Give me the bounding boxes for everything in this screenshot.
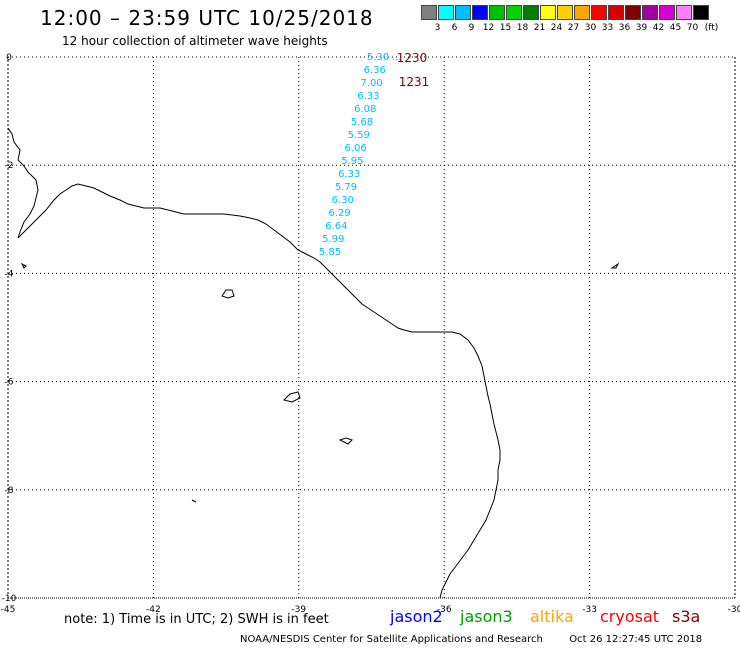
legend-swatch [591,5,607,20]
legend-swatch [693,5,709,20]
wave-height-value: 6.08 [354,104,376,115]
credit-text: NOAA/NESDIS Center for Satellite Applica… [240,634,543,645]
legend-labels: 3 6 9 12 15 18 21 24 27 30 33 36 39 42 45 70 (ft) [421,20,719,33]
time-label: 1231 [399,75,430,89]
legend-label: 6 [451,23,458,33]
lat-tick-label: -6 [5,378,14,388]
wave-height-value: 5.99 [322,234,344,245]
track-ellipsis: ... [392,52,402,63]
legend-label: 9 [468,23,475,33]
legend-swatch [455,5,471,20]
wave-height-value: 6.29 [328,208,350,219]
lon-tick-label: -33 [582,605,597,615]
satellite-label-s3a: s3a [672,607,701,626]
footnote: note: 1) Time is in UTC; 2) SWH is in fe… [64,612,329,627]
legend-label: 39 [635,23,648,33]
lon-tick-label: -39 [291,605,306,615]
lat-lon-grid: -45 -42 -39 -36 -33 -30 0 -2 -4 -6 -8 -10 [1,53,740,615]
legend-swatch [489,5,505,20]
legend-swatch [608,5,624,20]
legend-swatch [557,5,573,20]
legend-swatch [676,5,692,20]
lon-tick-label: -45 [1,605,16,615]
legend-label: 45 [669,23,682,33]
legend-swatch [421,5,437,20]
lon-tick-label: -30 [728,605,740,615]
legend-swatch [642,5,658,20]
legend-label: 70 [686,23,699,33]
legend-label: 42 [652,23,665,33]
legend-swatches [421,5,710,20]
island [20,262,27,269]
satellite-label-jason3: jason3 [460,607,513,626]
legend-label: 33 [601,23,614,33]
wave-height-value: 7.00 [360,78,382,89]
lat-tick-label: -4 [5,269,14,279]
island [338,437,353,445]
time-label: 1230 [397,51,428,65]
legend-swatch [540,5,556,20]
legend-label: 18 [516,23,529,33]
island [191,499,197,503]
wave-height-value: 6.06 [344,143,366,154]
legend-swatch [574,5,590,20]
altimeter-track: 5.30 6.36 7.00 6.33 6.08 5.68 5.59 6.06 5.95 6.33… [319,51,429,258]
island [610,262,620,269]
legend-swatch [523,5,539,20]
legend-label: 21 [533,23,546,33]
legend-label: 24 [550,23,563,33]
wave-height-value: 6.36 [364,65,386,76]
legend-swatch [506,5,522,20]
island [221,289,235,299]
legend-swatch [438,5,454,20]
legend-label: 36 [618,23,631,33]
lat-tick-label: -2 [5,161,14,171]
lon-tick-label: -42 [146,605,161,615]
lat-tick-label: -8 [5,486,14,496]
wave-height-value: 6.64 [325,221,347,232]
wave-height-value: 5.30 [367,52,389,63]
lat-tick-label: 0 [6,53,12,63]
map-frame [7,56,736,599]
legend-unit: (ft) [704,23,719,33]
legend-label: 12 [482,23,495,33]
legend-label: 27 [567,23,580,33]
lat-tick-label: -10 [2,594,17,604]
lon-tick-label: -36 [437,605,452,615]
wave-height-value: 6.33 [357,91,379,102]
wave-height-value: 5.59 [348,130,370,141]
legend-swatch [472,5,488,20]
wave-height-value: 6.33 [338,169,360,180]
legend-swatch [659,5,675,20]
footer-timestamp: Oct 26 12:27:45 UTC 2018 [569,634,703,645]
wave-height-legend: 3 6 9 12 15 18 21 24 27 30 33 36 39 42 45 70 (ft) [421,5,719,33]
legend-label: 3 [434,23,441,33]
wave-height-value: 5.95 [341,156,363,167]
page-subtitle: 12 hour collection of altimeter wave hei… [62,34,328,48]
wave-height-value: 6.30 [332,195,354,206]
wave-height-value: 5.68 [351,117,373,128]
satellite-label-jason2: jason2 [390,607,443,626]
legend-label: 15 [499,23,512,33]
satellite-label-altika: altika [530,607,574,626]
credit-line: NOAA/NESDIS Center for Satellite Applica… [240,634,702,645]
island [283,391,301,403]
page-title: 12:00 – 23:59 UTC 10/25/2018 [40,6,374,30]
satellite-label-cryosat: cryosat [600,607,660,626]
legend-label: 30 [584,23,597,33]
wave-height-value: 5.85 [319,247,341,258]
coastline-mainland [7,127,501,599]
legend-swatch [625,5,641,20]
wave-height-value: 5.79 [335,182,357,193]
coastline [7,127,620,599]
